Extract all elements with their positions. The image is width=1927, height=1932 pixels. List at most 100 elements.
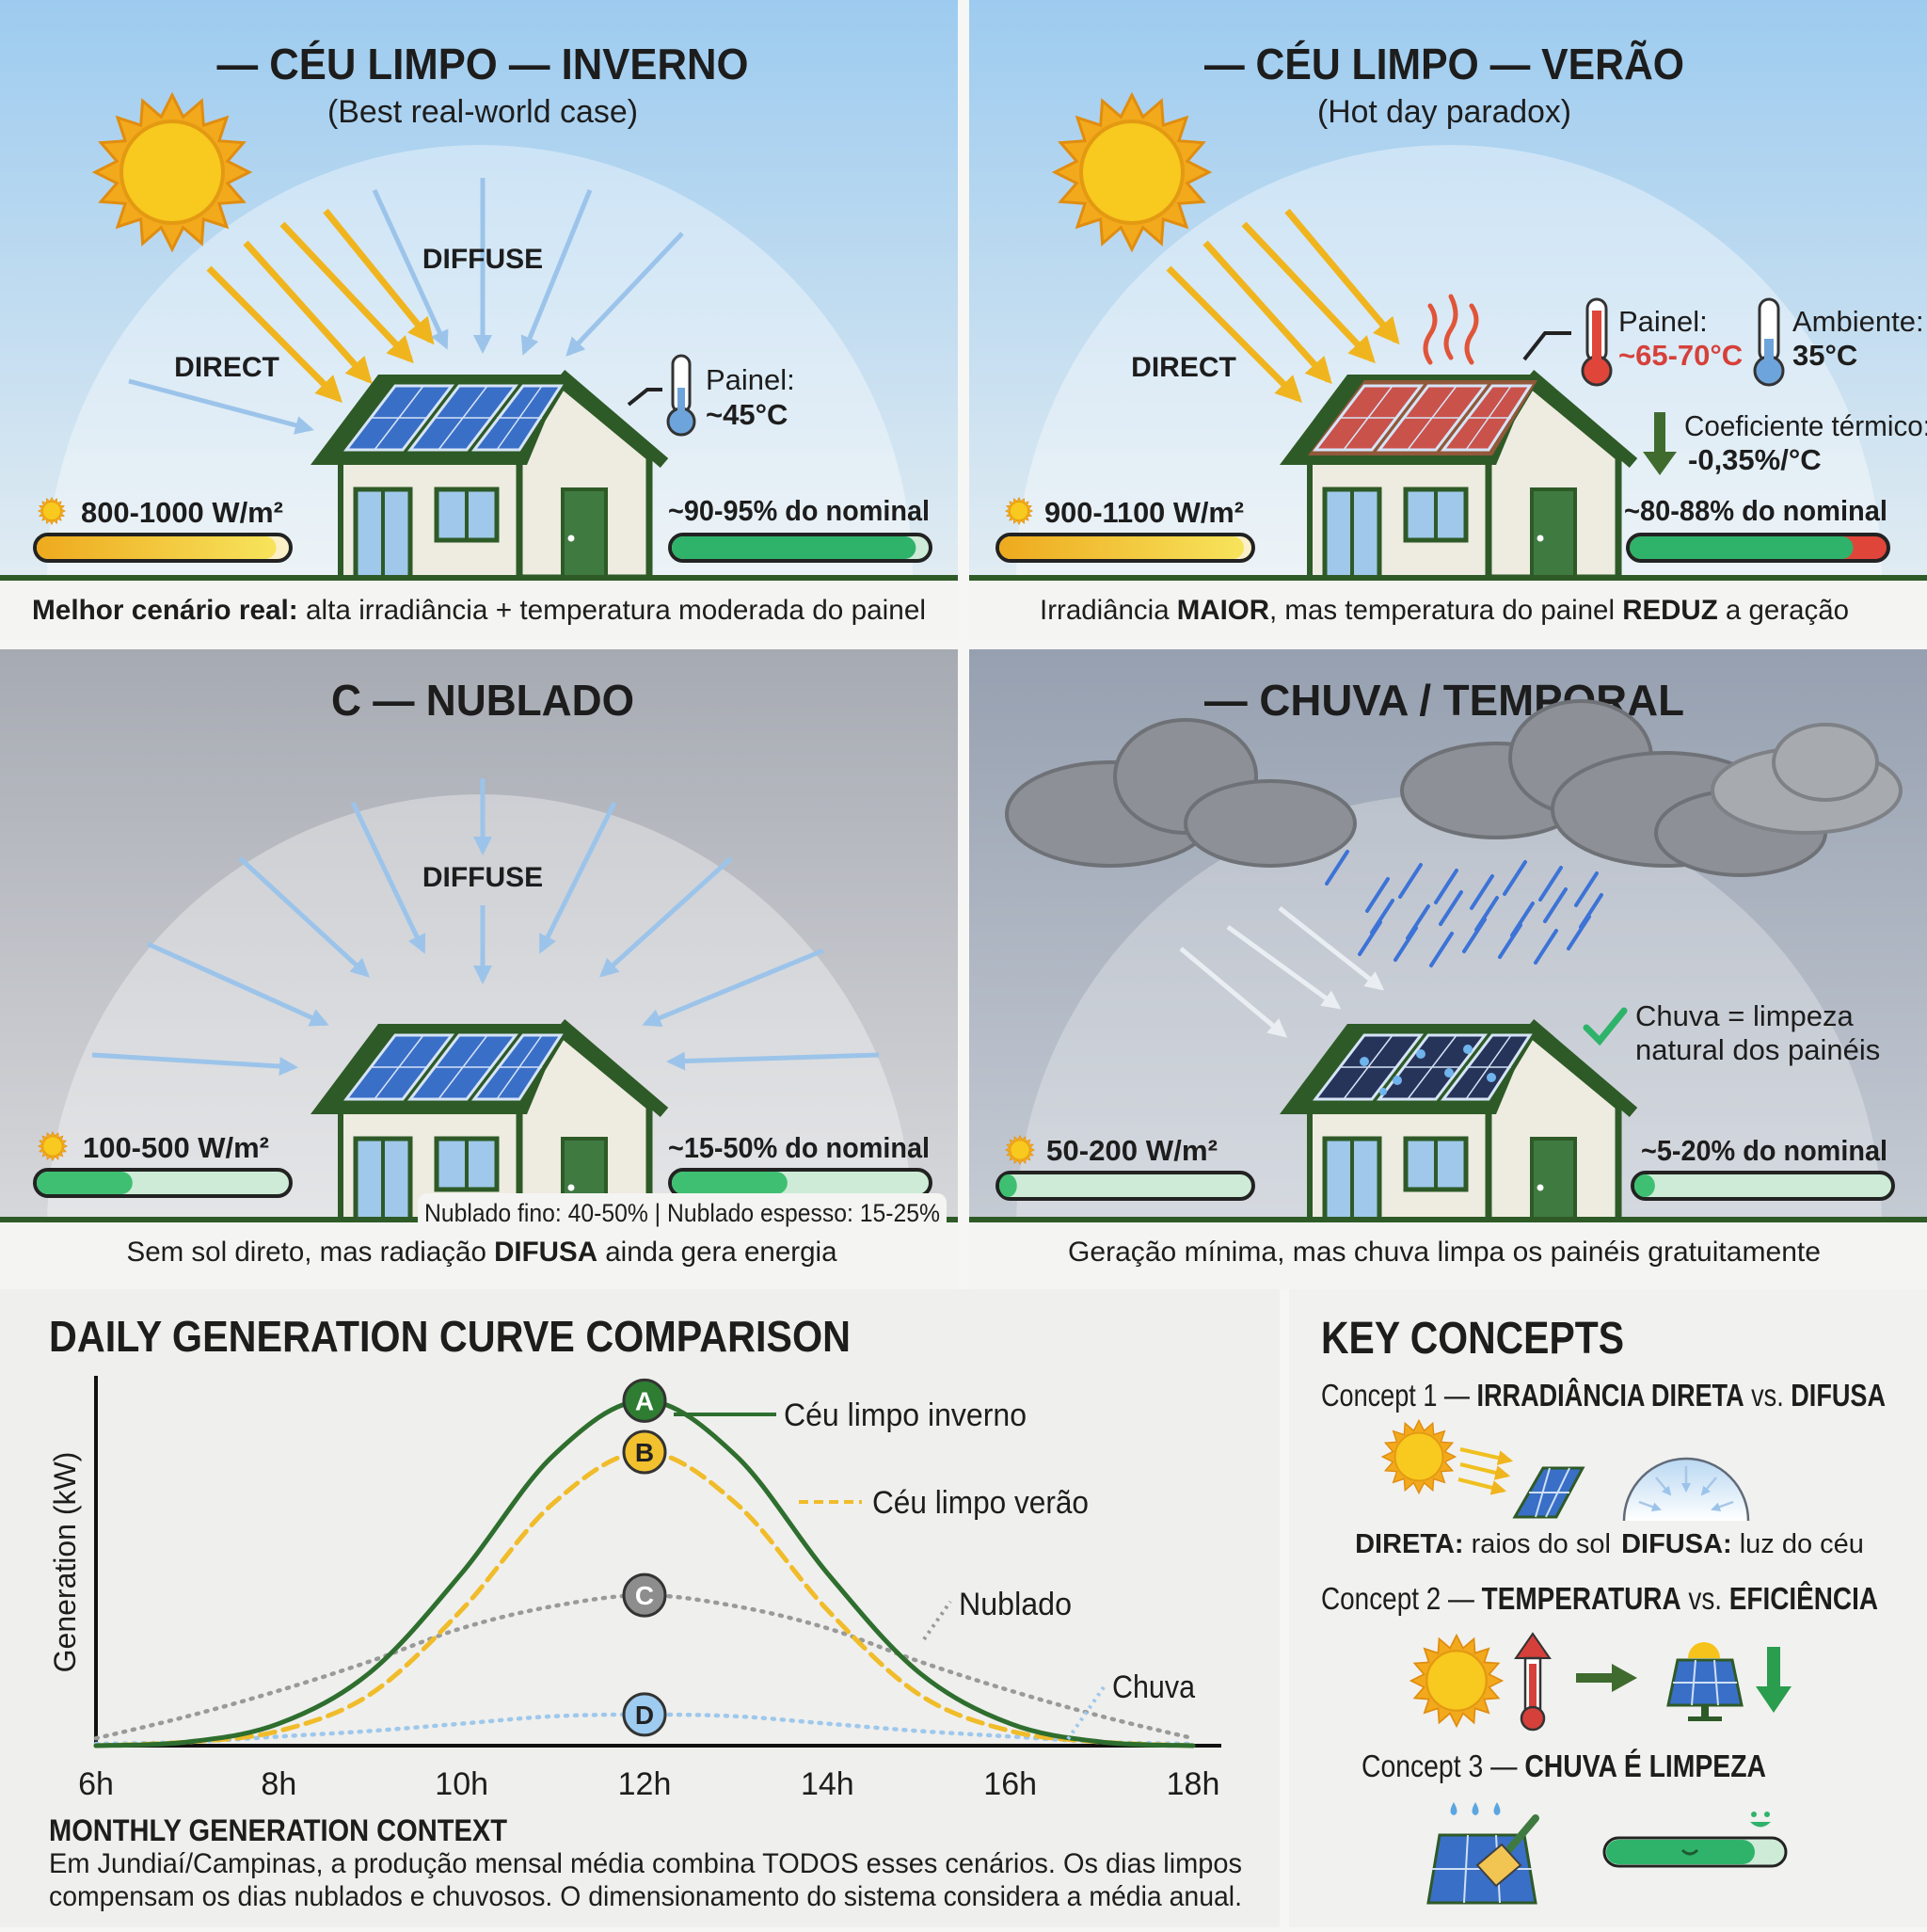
rain-lines [1325, 850, 1603, 967]
cloud-note: Nublado fino: 40-50% | Nublado espesso: … [424, 1199, 940, 1227]
svg-text:35°C: 35°C [1792, 339, 1857, 372]
panel-caption: Geração mínima, mas chuva limpa os painé… [1068, 1237, 1821, 1268]
svg-text:Ambiente:: Ambiente: [1792, 305, 1924, 338]
monthly-context-line-2: compensam os dias nublados e chuvosos. O… [49, 1881, 1242, 1912]
rain-streak [1365, 877, 1390, 913]
svg-text:~65-70°C: ~65-70°C [1618, 339, 1743, 372]
svg-text:DIRECT: DIRECT [174, 352, 279, 383]
rain-streak [1543, 887, 1568, 923]
concept-2-heading: Concept 2 — TEMPERATURA vs. EFICIÊNCIA [1321, 1581, 1878, 1616]
sun-small-icon [1005, 497, 1033, 525]
ambient-temp-label: Ambiente: [1792, 305, 1924, 338]
legend-line-rain [1066, 1683, 1107, 1741]
x-tick-label: 10h [435, 1766, 488, 1802]
rain-streak [1439, 890, 1463, 926]
sun-icon [1053, 93, 1211, 251]
rain-streak [1470, 874, 1494, 910]
panel-subtitle: (Hot day paradox) [1317, 94, 1571, 130]
irradiance-value: 900-1100 W/m² [1044, 496, 1244, 529]
svg-text:Nublado: Nublado [959, 1587, 1072, 1622]
output-fill [1630, 536, 1854, 559]
svg-text:Em Jundiaí/Campinas, a produçã: Em Jundiaí/Campinas, a produção mensal m… [49, 1848, 1242, 1879]
panel-caption: Irradiância MAIOR, mas temperatura do pa… [1040, 595, 1849, 626]
svg-text:Coeficiente térmico:: Coeficiente térmico: [1684, 409, 1927, 442]
output-value: ~5-20% do nominal [1641, 1134, 1887, 1167]
rain-streak [1429, 932, 1454, 967]
legend: Céu limpo inverno Céu limpo verão Nublad… [674, 1397, 1195, 1741]
output-value: ~90-95% do nominal [668, 494, 930, 527]
y-axis-label: Generation (kW) [48, 1452, 82, 1673]
sky-dome [1016, 145, 1882, 578]
direct-label: DIRECT [174, 352, 279, 383]
sun-small-icon [38, 1131, 68, 1161]
caption-band [0, 578, 958, 640]
sun-hot-icon [1409, 1634, 1504, 1728]
arrow-right-icon [1576, 1664, 1637, 1692]
caption-band [969, 1220, 1927, 1289]
panel-temp-value: ~65-70°C [1618, 339, 1743, 372]
peak-marker-a: A [622, 1378, 667, 1423]
panel-rain: — CHUVA / TEMPORAL Chuva = limpeza natur… [969, 649, 1927, 1289]
caption-band [969, 578, 1927, 640]
svg-text:~90-95% do nominal: ~90-95% do nominal [668, 494, 930, 527]
svg-text:C — NUBLADO: C — NUBLADO [331, 676, 634, 725]
irradiance-bar [995, 1171, 1255, 1201]
irradiance-value: 100-500 W/m² [83, 1131, 269, 1164]
diffuse-label: DIFFUSE [422, 862, 543, 893]
panel-cloudy: C — NUBLADO DIFFUSE 100-500 W/m² ~15-50%… [0, 649, 958, 1289]
bar-fill [1634, 1174, 1655, 1197]
panel-caption: Sem sol direto, mas radiação DIFUSA aind… [127, 1237, 837, 1268]
panel-title: C — NUBLADO [331, 676, 634, 725]
svg-text:Chuva: Chuva [1112, 1669, 1195, 1705]
monthly-context-title: MONTHLY GENERATION CONTEXT [49, 1813, 507, 1847]
svg-text:Painel:: Painel: [1618, 305, 1708, 338]
sun-icon [1381, 1419, 1457, 1494]
legend-label-rain: Chuva [1112, 1669, 1195, 1705]
ambient-thermometer-icon [1753, 297, 1785, 387]
direct-caption: DIRETA: raios do sol [1355, 1529, 1611, 1559]
rain-streak [1358, 920, 1382, 956]
storm-cloud-right-icon [1711, 723, 1903, 835]
down-arrow-icon [1643, 412, 1677, 475]
panel-subtitle: (Best real-world case) [327, 94, 638, 130]
svg-text:natural dos painéis: natural dos painéis [1635, 1033, 1880, 1066]
svg-text:Céu limpo inverno: Céu limpo inverno [784, 1397, 1027, 1433]
x-tick-label: 14h [801, 1766, 854, 1802]
output-value: ~15-50% do nominal [668, 1131, 930, 1164]
sky-dome [47, 794, 913, 1227]
svg-text:DAILY GENERATION CURVE COMPARI: DAILY GENERATION CURVE COMPARISON [49, 1312, 851, 1361]
panel-title: — CÉU LIMPO — VERÃO [1204, 40, 1684, 88]
irradiance-bar [33, 1168, 293, 1198]
legend-line-cloudy [922, 1600, 952, 1641]
brush-icon [1475, 1814, 1539, 1888]
cloud-note-box [418, 1193, 947, 1231]
bar-fill [672, 536, 916, 559]
panel-temp-value: ~45°C [706, 398, 788, 431]
svg-text:compensam os dias nublados e c: compensam os dias nublados e chuvosos. O… [49, 1881, 1242, 1912]
clean-output-bar [1602, 1836, 1788, 1868]
bar-fill [37, 1172, 133, 1194]
output-bar [668, 533, 932, 563]
peak-marker-letter: B [635, 1438, 654, 1467]
heat-waves-icon [1423, 294, 1479, 365]
diffuse-rays [91, 778, 880, 1077]
svg-text:KEY CONCEPTS: KEY CONCEPTS [1321, 1314, 1624, 1364]
rain-note-line-1: Chuva = limpeza [1635, 999, 1855, 1032]
sun-icon [93, 93, 251, 251]
irradiance-value: 800-1000 W/m² [81, 496, 283, 529]
thermometer-icon [666, 354, 696, 437]
x-tick-label: 8h [261, 1766, 296, 1802]
rain-streak [1398, 863, 1423, 899]
panel-clear-summer: — CÉU LIMPO — VERÃO (Hot day paradox) DI… [969, 0, 1927, 640]
direct-rays-icon [1457, 1447, 1514, 1495]
rain-drops-icon [1450, 1802, 1501, 1815]
panel-caption: Melhor cenário real: alta irradiância + … [32, 595, 926, 626]
diffuse-rays [128, 178, 684, 435]
rain-streak [1498, 923, 1522, 959]
chart-title: DAILY GENERATION CURVE COMPARISON [49, 1312, 851, 1361]
rain-streak [1574, 871, 1599, 907]
direct-rays [1166, 208, 1400, 403]
x-tick-label: 16h [983, 1766, 1037, 1802]
svg-text:DIRECT: DIRECT [1131, 352, 1236, 383]
thermal-coefficient-value: -0,35%/°C [1688, 443, 1822, 476]
